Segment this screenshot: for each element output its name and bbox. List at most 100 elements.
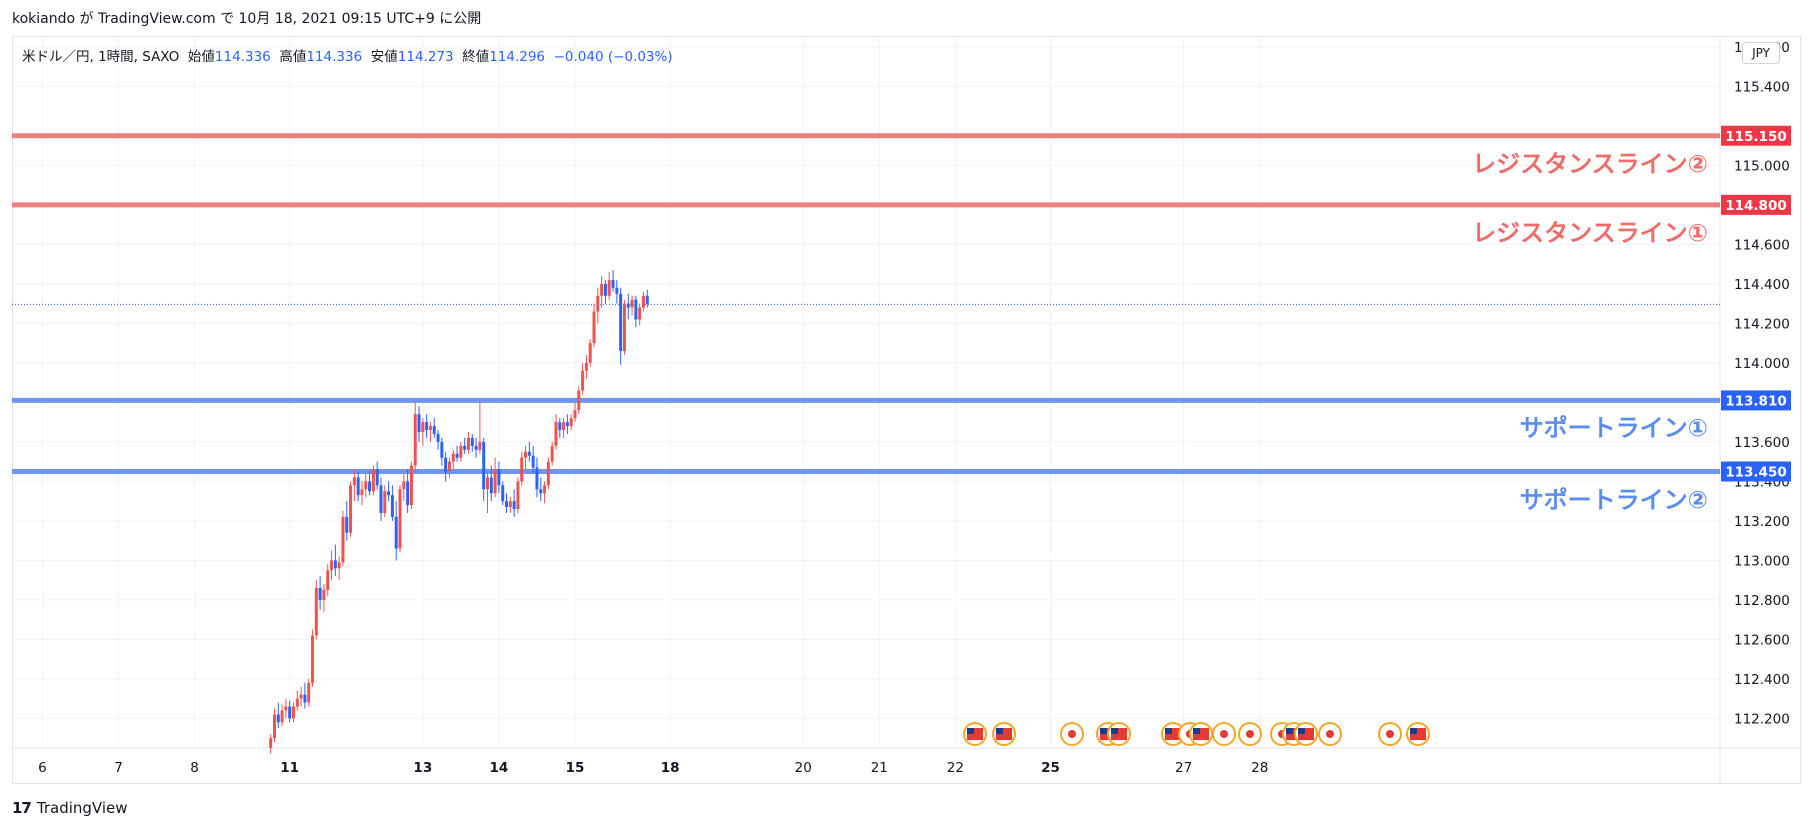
x-tick-label: 25 <box>1041 760 1060 776</box>
candle-body <box>478 441 482 450</box>
candle-body <box>333 560 337 569</box>
candle-body <box>360 489 364 496</box>
candle-body <box>303 694 307 703</box>
candle-body <box>284 706 288 711</box>
candle-body <box>562 422 566 431</box>
candle-body <box>322 590 326 600</box>
candle-body <box>272 714 276 739</box>
candle-body <box>440 441 444 458</box>
candle-body <box>489 477 493 494</box>
candle-body <box>379 485 383 513</box>
ohlc-legend: 米ドル／円, 1時間, SAXO 始値114.336 高値114.336 安値1… <box>22 45 673 65</box>
candle-body <box>611 279 615 288</box>
grid <box>12 37 1801 784</box>
resistance-price-badge <box>1721 194 1791 215</box>
candle-body <box>577 390 581 411</box>
candle-body <box>299 694 303 699</box>
candle-body <box>459 445 463 458</box>
candle-body <box>630 299 634 308</box>
candle-body <box>596 295 600 312</box>
candle-body <box>535 467 539 490</box>
candle-body <box>600 283 604 296</box>
support-line-label: サポートライン① <box>1519 414 1708 443</box>
support-price-badge <box>1721 390 1791 411</box>
y-tick-label: 114.400 <box>1734 277 1790 293</box>
candle-body <box>622 303 626 352</box>
symbol-label[interactable]: 米ドル／円, 1時間, SAXO <box>22 49 180 65</box>
x-tick-label: 27 <box>1175 760 1192 776</box>
candle-body <box>417 414 421 432</box>
candle-body <box>421 422 425 432</box>
currency-badge[interactable]: JPY <box>1742 42 1780 64</box>
candle-body <box>520 457 524 482</box>
price-axis: 112.200 112.400 112.600 112.800 113.000 113.2… <box>1721 40 1791 727</box>
candle-body <box>451 453 455 462</box>
usa-flag-canton <box>967 728 974 734</box>
candle-body <box>375 469 379 486</box>
y-tick-label: 112.800 <box>1734 593 1790 609</box>
candle-body <box>550 445 554 462</box>
x-tick-label: 18 <box>661 760 680 776</box>
candle-body <box>554 422 558 446</box>
usa-flag-canton <box>1100 728 1107 734</box>
resistance-line-label: レジスタンスライン① <box>1472 218 1708 247</box>
tradingview-logo-icon: 17 <box>12 799 32 817</box>
candle-body <box>383 491 387 513</box>
y-tick-label: 113.200 <box>1734 514 1790 530</box>
close-value: 114.296 <box>489 49 546 65</box>
y-tick-label: 114.000 <box>1734 356 1790 372</box>
y-tick-label: 112.600 <box>1734 632 1790 648</box>
x-tick-label: 11 <box>280 760 299 776</box>
x-tick-label: 20 <box>795 760 812 776</box>
candle-body <box>394 516 398 549</box>
candle-body <box>390 495 394 517</box>
candle-body <box>269 738 273 748</box>
candle-body <box>288 706 292 719</box>
candle-body <box>543 485 547 494</box>
candle-body <box>641 295 645 308</box>
economic-events <box>963 722 1430 746</box>
low-value: 114.273 <box>397 49 454 65</box>
candle-body <box>413 414 417 466</box>
candle-body <box>581 370 585 391</box>
japan-flag-dot <box>1386 730 1394 738</box>
candle-body <box>425 422 429 431</box>
candle-body <box>352 477 356 486</box>
candle-body <box>337 562 341 569</box>
candle-body <box>398 489 402 549</box>
candle-body <box>588 343 592 363</box>
candle-body <box>276 714 280 723</box>
support-price-label: 113.450 <box>1725 465 1787 481</box>
candle-body <box>368 481 372 492</box>
candle-body <box>508 501 512 508</box>
y-tick-label: 115.000 <box>1734 158 1790 174</box>
support-price-label: 113.810 <box>1725 393 1787 409</box>
candle-body <box>311 635 315 683</box>
chart-frame[interactable] <box>12 36 1801 784</box>
candle-body <box>573 410 577 419</box>
candle-body <box>349 485 353 533</box>
footer-brand[interactable]: 17 TradingView <box>12 799 128 817</box>
support-line-label: サポートライン② <box>1519 485 1708 514</box>
candle-body <box>436 433 440 442</box>
candle-body <box>444 457 448 472</box>
candles <box>269 270 649 754</box>
candle-body <box>512 501 516 510</box>
candle-body <box>474 445 478 450</box>
y-tick-label: 114.600 <box>1734 237 1790 253</box>
change-value: −0.040 (−0.03%) <box>553 49 673 65</box>
usa-flag-canton <box>996 728 1003 734</box>
x-tick-label: 14 <box>490 760 509 776</box>
candle-body <box>364 481 368 490</box>
x-tick-label: 28 <box>1251 760 1268 776</box>
resistance-price-label: 114.800 <box>1725 198 1787 214</box>
candle-body <box>638 307 642 320</box>
candle-body <box>569 418 573 427</box>
x-tick-label: 6 <box>38 760 47 776</box>
japan-flag-dot <box>1246 730 1254 738</box>
low-label: 安値 <box>370 49 398 65</box>
candle-body <box>531 455 535 468</box>
open-value: 114.336 <box>214 49 271 65</box>
y-tick-label: 114.200 <box>1734 316 1790 332</box>
